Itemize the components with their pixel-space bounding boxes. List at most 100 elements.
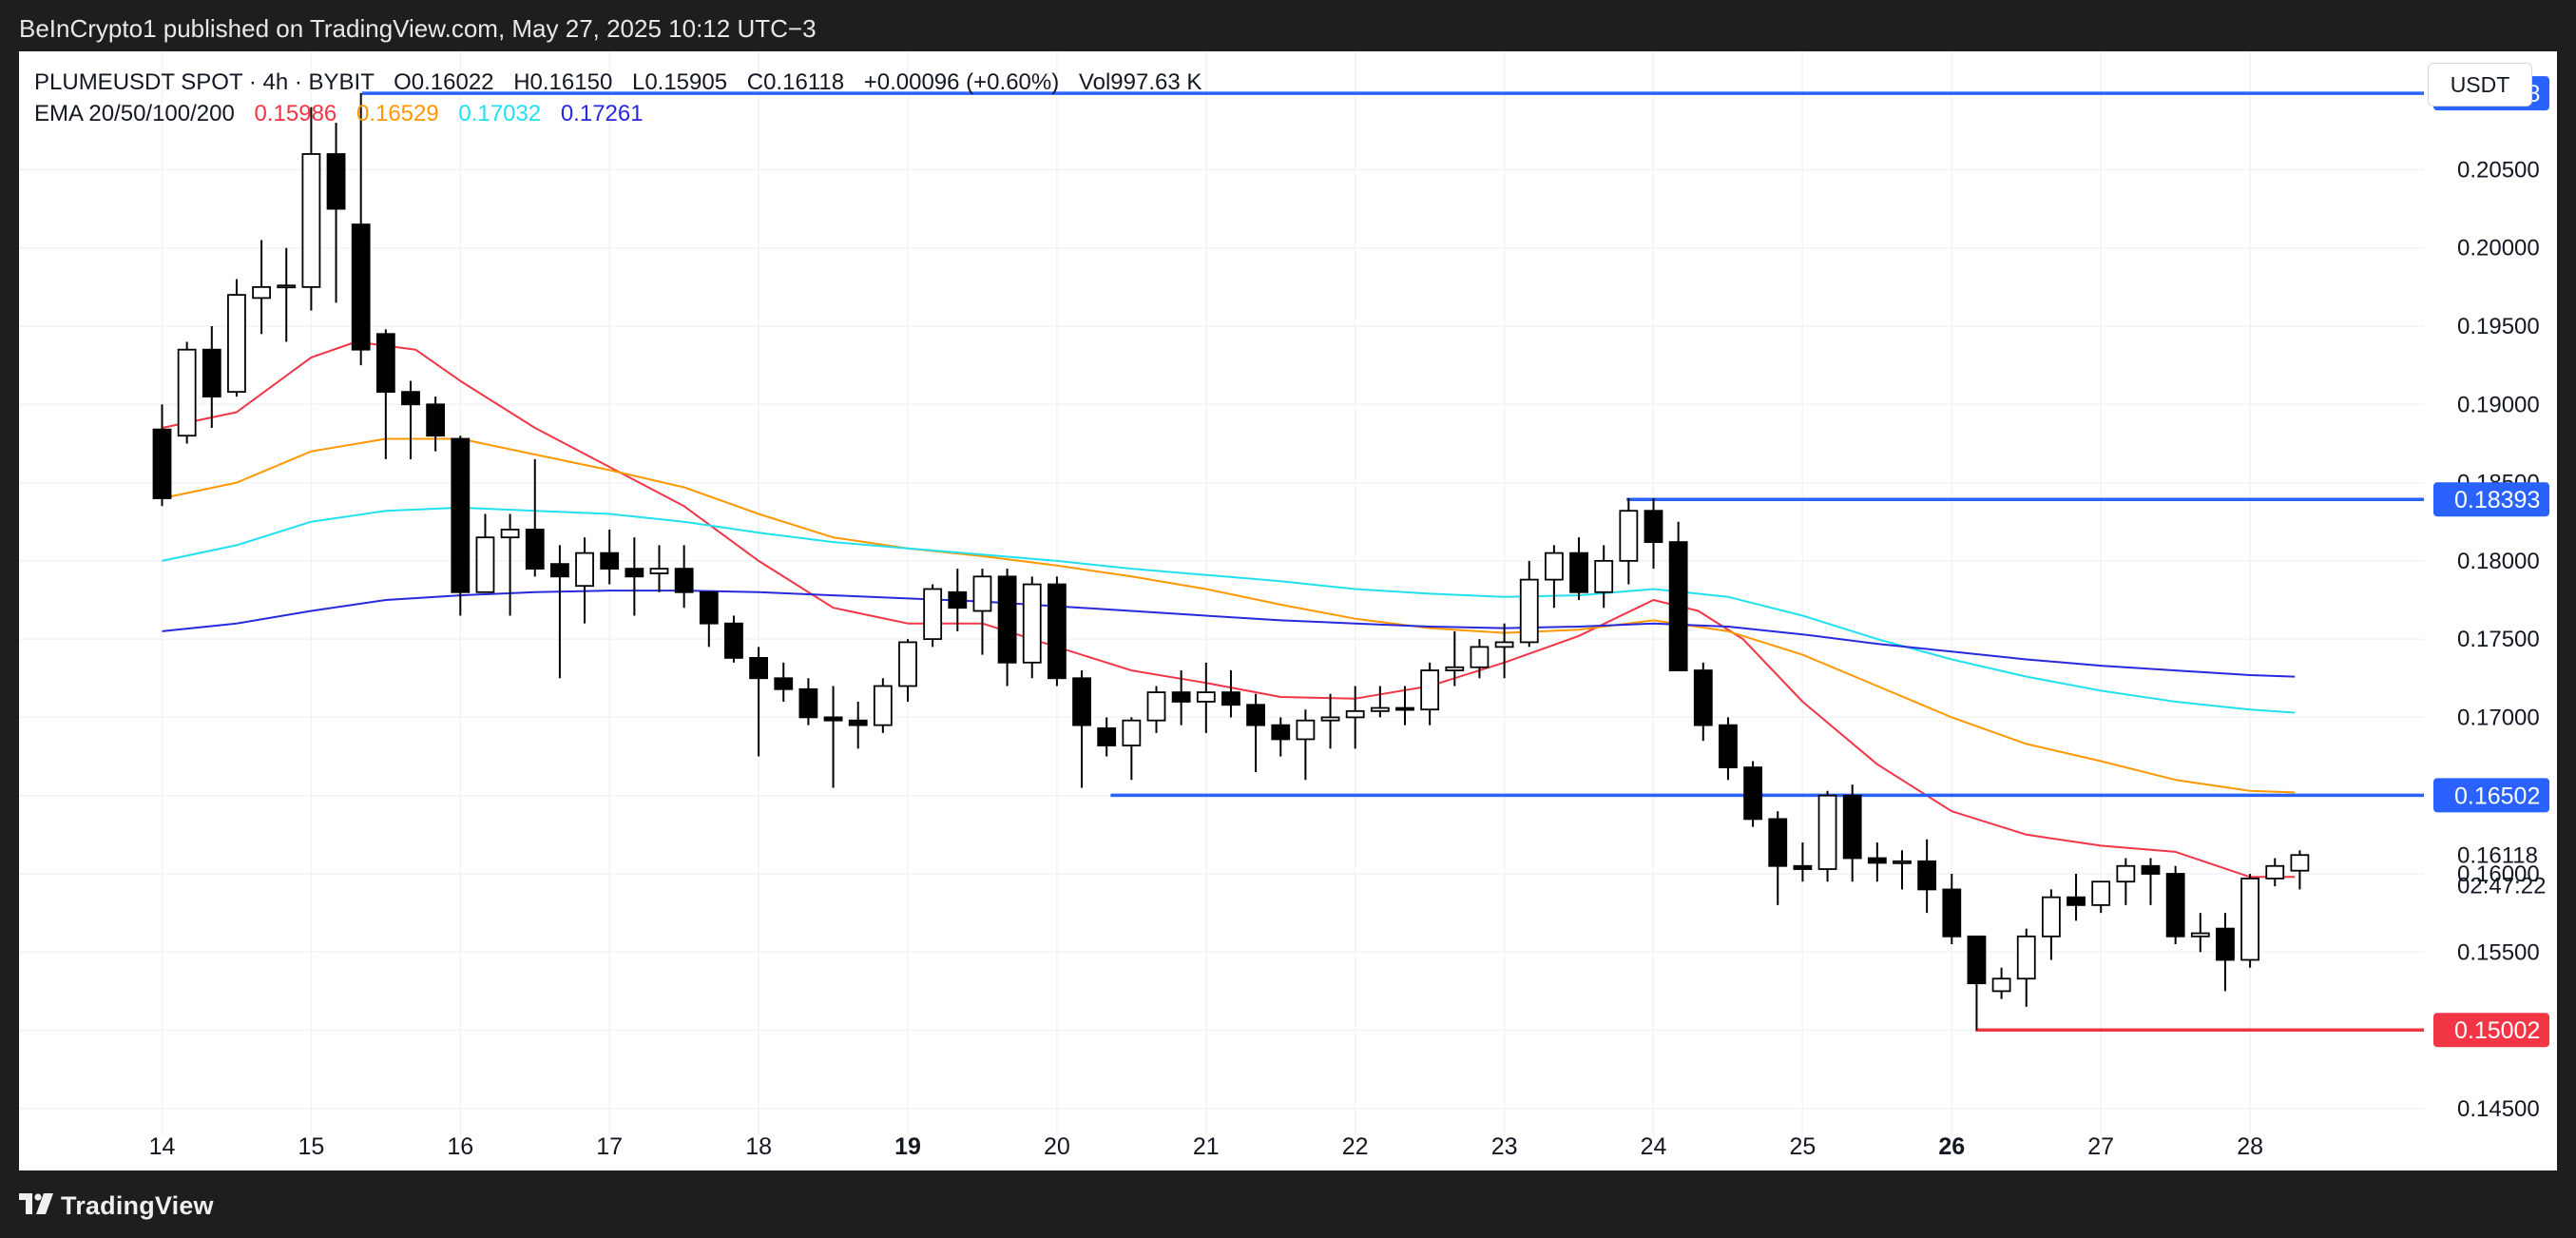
candle <box>898 639 917 702</box>
candle-body <box>1420 669 1440 711</box>
candle <box>1942 873 1962 945</box>
price-tick-label: 0.20500 <box>2457 157 2540 183</box>
candle-body <box>1793 864 1813 870</box>
candle-body <box>252 285 272 300</box>
candle <box>1668 521 1688 671</box>
candle-body <box>649 568 669 574</box>
price-tick-label: 0.16000 <box>2457 861 2540 887</box>
candle-body <box>2042 896 2061 938</box>
tradingview-logo[interactable]: TradingView <box>19 1190 214 1222</box>
legend-ema100: 0.17032 <box>458 101 541 126</box>
candle <box>972 569 992 655</box>
candle-body <box>2116 864 2136 883</box>
candle-body <box>1320 716 1340 722</box>
candle <box>1320 693 1340 749</box>
level-price-badge <box>2433 482 2549 517</box>
legend-ema50: 0.16529 <box>356 101 439 126</box>
ema-line-ema50 <box>162 437 2296 794</box>
candle-body <box>2165 873 2185 938</box>
candle-body <box>600 551 620 570</box>
candle-body <box>525 529 545 570</box>
legend-ema20: 0.15986 <box>255 101 337 126</box>
level-price-label: 0.15002 <box>2454 1017 2540 1044</box>
candle-body <box>948 590 968 609</box>
candle-body <box>1644 510 1663 544</box>
candle-body <box>550 563 569 578</box>
candle <box>1743 761 1763 827</box>
grid-lines <box>9 51 2424 1135</box>
candle <box>1022 576 1042 679</box>
candle-body <box>1519 578 1539 644</box>
candle-body <box>152 428 172 499</box>
time-tick-label: 20 <box>1044 1133 1070 1160</box>
candle <box>1072 670 1091 788</box>
candle-body <box>1296 719 1316 741</box>
price-chart[interactable]: 0.145000.150000.155000.160000.165000.170… <box>4 51 2557 1170</box>
time-axis[interactable]: 3141516171819202122232425262728 <box>4 1133 2263 1160</box>
candle <box>749 647 768 757</box>
candle-body <box>997 575 1017 664</box>
candle <box>1768 811 1788 905</box>
candle <box>625 537 644 616</box>
candle <box>1917 839 1937 914</box>
candle-body <box>1719 724 1738 768</box>
candle <box>1221 670 1240 718</box>
candle <box>873 678 893 733</box>
candle-body <box>277 284 297 289</box>
candle <box>375 329 395 459</box>
time-tick-label: 16 <box>447 1133 473 1160</box>
candle <box>2165 865 2185 945</box>
candle <box>2067 873 2086 921</box>
svg-text:EMA 20/50/100/200 0.15: EMA 20/50/100/200 0.15986 0.16529 0.1703… <box>34 101 644 126</box>
candle <box>2116 858 2136 905</box>
candle-body <box>1817 794 1837 870</box>
candle-body <box>1470 646 1490 668</box>
ema-line-ema100 <box>162 506 2296 714</box>
candle <box>2091 880 2111 914</box>
candle-body <box>2290 854 2310 872</box>
candle-body <box>2016 935 2036 980</box>
time-tick-label: 14 <box>149 1133 176 1160</box>
candle <box>1097 717 1117 757</box>
time-tick-label: 18 <box>745 1133 772 1160</box>
candle <box>575 537 594 624</box>
countdown-label: 02:47:22 <box>2457 874 2546 899</box>
candle-body <box>2265 864 2285 880</box>
candle <box>2216 913 2235 992</box>
price-tick-label: 0.14500 <box>2457 1096 2540 1122</box>
horizontal-levels <box>361 91 2424 1032</box>
candle <box>848 701 868 749</box>
level-price-label: 0.18393 <box>2454 487 2540 513</box>
candle <box>1048 576 1067 687</box>
candle-body <box>1171 691 1191 703</box>
candle-body <box>1494 641 1514 648</box>
candle-body <box>575 551 594 588</box>
candle <box>1893 850 1912 890</box>
candle <box>699 590 719 648</box>
candle <box>923 584 943 648</box>
price-axis[interactable]: 0.145000.150000.155000.160000.165000.170… <box>2433 76 2549 1122</box>
candle-body <box>1743 766 1763 821</box>
candle-body <box>1917 860 1937 891</box>
candle-body <box>674 568 694 593</box>
candle-body <box>1196 691 1216 703</box>
candle <box>774 662 794 702</box>
legend-ema200: 0.17261 <box>561 101 644 126</box>
publish-info: BeInCrypto1 published on TradingView.com… <box>19 14 817 43</box>
candle <box>1569 537 1588 600</box>
candle-body <box>227 294 246 394</box>
candle-body <box>2091 880 2111 906</box>
publish-header: BeInCrypto1 published on TradingView.com… <box>0 0 2576 51</box>
candle <box>1991 967 2011 999</box>
candle-body <box>1246 704 1265 726</box>
candle-body <box>774 677 794 690</box>
candle <box>1395 686 1414 725</box>
candle <box>2240 873 2260 968</box>
candle <box>649 545 669 592</box>
candle <box>1519 560 1539 648</box>
candle-body <box>351 223 371 351</box>
time-tick-label: 25 <box>1789 1133 1816 1160</box>
candle <box>2290 850 2310 890</box>
candle-body <box>848 719 868 726</box>
currency-button[interactable]: USDT <box>2428 63 2532 106</box>
